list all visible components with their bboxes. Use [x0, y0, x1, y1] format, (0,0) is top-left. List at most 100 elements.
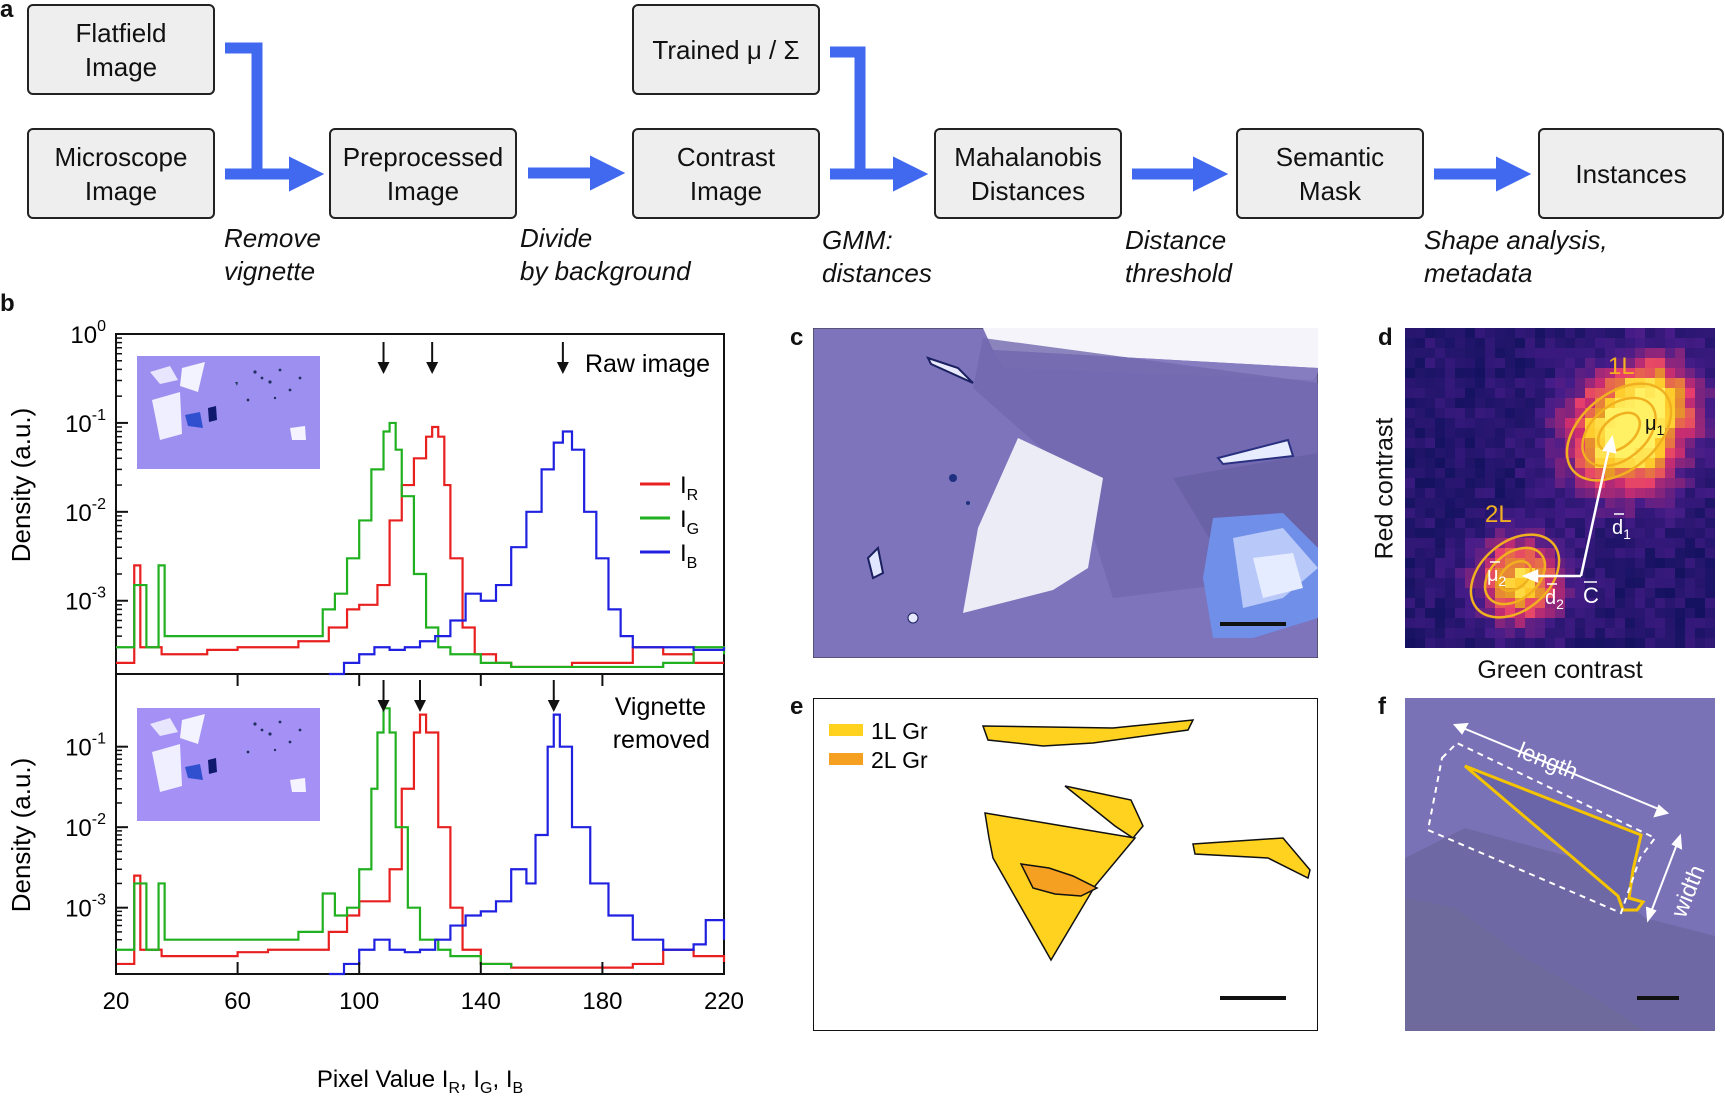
heatmap-cell — [1425, 608, 1435, 618]
heatmap-cell — [1585, 558, 1595, 568]
heatmap-cell — [1705, 498, 1715, 508]
hist-top-ytick-label: 10-3 — [65, 585, 106, 616]
heatmap-cell — [1465, 488, 1475, 498]
heatmap-cell — [1425, 328, 1435, 338]
heatmap-cell — [1665, 328, 1675, 338]
heatmap-cell — [1605, 418, 1615, 428]
heatmap-cell — [1565, 358, 1575, 368]
heatmap-cell — [1495, 328, 1505, 338]
heatmap-cell — [1545, 368, 1555, 378]
heatmap-cell — [1575, 338, 1585, 348]
heatmap-cell — [1585, 598, 1595, 608]
heatmap-cell — [1435, 378, 1445, 388]
heatmap-cell — [1665, 548, 1675, 558]
heatmap-cell — [1565, 368, 1575, 378]
instances-box: Instances — [1538, 128, 1724, 219]
heatmap-cell — [1525, 448, 1535, 458]
heatmap-cell — [1535, 618, 1545, 628]
heatmap-cell — [1655, 548, 1665, 558]
heatmap-cell — [1495, 528, 1505, 538]
heatmap-cell — [1585, 518, 1595, 528]
heatmap-cell — [1435, 578, 1445, 588]
heatmap-cell — [1675, 428, 1685, 438]
heatmap-cell — [1425, 558, 1435, 568]
heatmap-cell — [1555, 398, 1565, 408]
hist-bottom-ytick-label: 10-3 — [65, 892, 106, 923]
heatmap-cell — [1505, 528, 1515, 538]
heatmap-cell — [1475, 448, 1485, 458]
heatmap-cell — [1475, 348, 1485, 358]
heatmap-cell — [1685, 618, 1695, 628]
heatmap-cell — [1485, 448, 1495, 458]
heatmap-cell — [1705, 528, 1715, 538]
heatmap-cell — [1445, 328, 1455, 338]
heatmap-cell — [1635, 328, 1645, 338]
heatmap-cell — [1585, 368, 1595, 378]
heatmap-cell — [1675, 518, 1685, 528]
heatmap-cell — [1585, 388, 1595, 398]
heatmap-cell — [1555, 348, 1565, 358]
heatmap-cell — [1455, 468, 1465, 478]
heatmap-cell — [1445, 398, 1455, 408]
heatmap-cell — [1545, 388, 1555, 398]
heatmap-cell — [1525, 638, 1535, 648]
peak-arrow-head — [426, 362, 439, 374]
heatmap-cell — [1515, 438, 1525, 448]
heatmap-cell — [1575, 618, 1585, 628]
scale-bar-e — [1220, 996, 1286, 1000]
heatmap-cell — [1495, 608, 1505, 618]
heatmap-cell — [1705, 418, 1715, 428]
heatmap-cell — [1525, 618, 1535, 628]
heatmap-cell — [1505, 578, 1515, 588]
heatmap-cell — [1685, 438, 1695, 448]
heatmap-cell — [1535, 638, 1545, 648]
heatmap-cell — [1505, 368, 1515, 378]
heatmap-cell — [1415, 368, 1425, 378]
heatmap-cell — [1535, 518, 1545, 528]
heatmap-cell — [1405, 328, 1415, 338]
heatmap-cell — [1695, 428, 1705, 438]
heatmap-cell — [1505, 348, 1515, 358]
heatmap-cell — [1475, 578, 1485, 588]
heatmap-cell — [1545, 478, 1555, 488]
heatmap-cell — [1665, 598, 1675, 608]
heatmap-cell — [1555, 328, 1565, 338]
hist-top-ylabel: Density (a.u.) — [6, 408, 36, 563]
heatmap-cell — [1555, 628, 1565, 638]
heatmap-cell — [1645, 328, 1655, 338]
heatmap-cell — [1575, 548, 1585, 558]
heatmap-cell — [1465, 398, 1475, 408]
heatmap-cell — [1515, 478, 1525, 488]
heatmap-cell — [1575, 598, 1585, 608]
heatmap-cell — [1505, 498, 1515, 508]
heatmap-cell — [1485, 518, 1495, 528]
heatmap-cell — [1475, 408, 1485, 418]
heatmap-cell — [1435, 478, 1445, 488]
heatmap-cell — [1485, 488, 1495, 498]
heatmap-cell — [1495, 548, 1505, 558]
heatmap-cell — [1615, 528, 1625, 538]
heatmap-cell — [1575, 638, 1585, 648]
heatmap-cell — [1655, 418, 1665, 428]
heatmap-cell — [1675, 358, 1685, 368]
heatmap-cell — [1675, 598, 1685, 608]
heatmap-cell — [1415, 448, 1425, 458]
heatmap-cell — [1605, 338, 1615, 348]
heatmap-cell — [1545, 378, 1555, 388]
heatmap-cell — [1615, 328, 1625, 338]
heatmap-cell — [1555, 638, 1565, 648]
heatmap-cell — [1485, 638, 1495, 648]
heatmap-cell — [1645, 378, 1655, 388]
heatmap-cell — [1695, 358, 1705, 368]
heatmap-cell — [1675, 558, 1685, 568]
heatmap-cell — [1655, 508, 1665, 518]
mask-legend: 1L Gr 2L Gr — [829, 718, 928, 773]
heatmap-cell — [1635, 398, 1645, 408]
heatmap-cell — [1415, 388, 1425, 398]
heatmap-cell — [1455, 388, 1465, 398]
step-divide-by-background: Divide by background — [520, 223, 691, 286]
heatmap-cell — [1685, 528, 1695, 538]
heatmap-cell — [1685, 328, 1695, 338]
heatmap-cell — [1645, 498, 1655, 508]
heatmap-cell — [1655, 338, 1665, 348]
